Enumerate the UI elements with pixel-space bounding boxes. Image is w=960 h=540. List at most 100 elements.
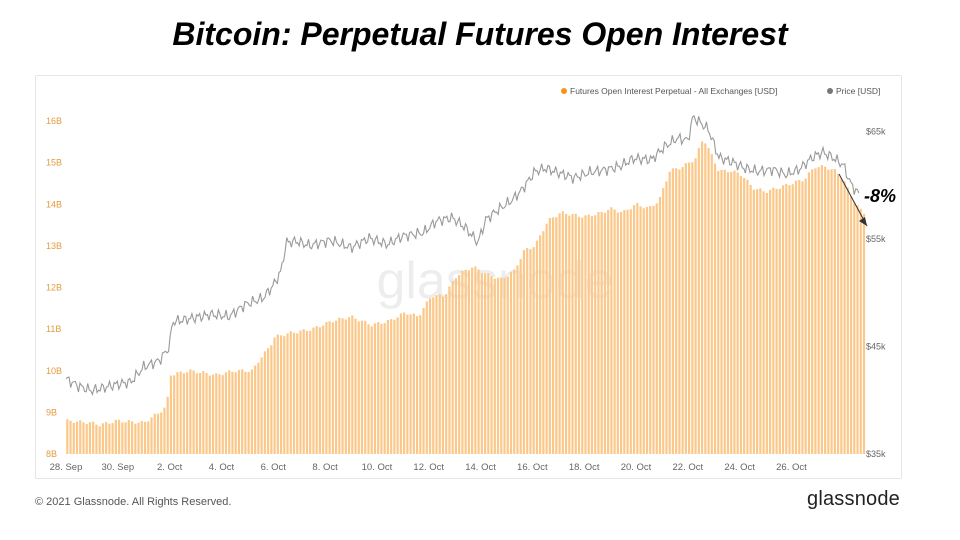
oi-bar (367, 324, 370, 454)
oi-bar (862, 213, 866, 454)
oi-bar (668, 171, 671, 454)
oi-bar (542, 231, 545, 454)
oi-bar (88, 422, 92, 454)
oi-bar (717, 170, 720, 454)
oi-bar (759, 188, 762, 454)
oi-bar (247, 371, 250, 454)
oi-bar (270, 345, 273, 454)
oi-bar (558, 213, 561, 454)
oi-bar (665, 181, 668, 454)
oi-bar (380, 323, 383, 454)
oi-bar (198, 372, 202, 454)
oi-bar (273, 337, 276, 454)
x-axis-tick-label: 26. Oct (776, 462, 807, 473)
oi-bar (386, 320, 390, 454)
x-axis-tick-label: 16. Oct (517, 462, 548, 473)
oi-bar (296, 333, 299, 454)
oi-bar (289, 331, 292, 454)
oi-bar (794, 180, 798, 454)
footer-brand-logo: glassnode (807, 488, 900, 510)
oi-bar (493, 278, 496, 454)
oi-bar (613, 209, 616, 454)
oi-bar (555, 217, 558, 454)
oi-bar (163, 407, 166, 454)
oi-bar (645, 206, 649, 454)
oi-bar (150, 417, 153, 454)
oi-bar (312, 327, 315, 454)
oi-bar (820, 165, 823, 454)
oi-bar (500, 277, 503, 454)
oi-bar (364, 320, 367, 454)
oi-bar (519, 259, 522, 454)
oi-bar (568, 215, 571, 454)
oi-bar (778, 188, 781, 454)
oi-bar (781, 185, 785, 454)
oi-bar (548, 218, 551, 454)
oi-bar (370, 326, 373, 454)
oi-bar (827, 169, 830, 454)
right-axis-tick-label: $65k (866, 127, 886, 137)
oi-bar (762, 191, 765, 454)
oi-bar (788, 185, 791, 454)
oi-bar (700, 141, 704, 454)
oi-bar (639, 206, 642, 454)
left-axis-tick-label: 8B (46, 449, 57, 459)
oi-bar (205, 373, 208, 454)
oi-bar (730, 171, 733, 454)
oi-bar (435, 295, 438, 454)
oi-bar (545, 223, 548, 454)
oi-bar (765, 192, 768, 454)
oi-bar (140, 420, 143, 454)
oi-bar (322, 325, 325, 454)
oi-bar (448, 286, 451, 454)
oi-bar (603, 212, 607, 454)
x-axis-tick-label: 10. Oct (362, 462, 393, 473)
price-line (65, 114, 860, 396)
oi-bar (160, 412, 163, 454)
oi-bar (496, 277, 500, 454)
oi-bar (503, 277, 506, 454)
oi-bar (461, 270, 464, 454)
oi-bar (331, 322, 334, 454)
oi-bar (432, 297, 435, 454)
oi-bar (124, 422, 127, 454)
oi-bar (186, 372, 189, 454)
annotation-label: -8% (864, 186, 896, 206)
oi-bar (768, 189, 772, 454)
oi-bar (529, 249, 532, 454)
oi-bar (707, 148, 710, 454)
page-title: Bitcoin: Perpetual Futures Open Interest (172, 16, 788, 52)
oi-bar (415, 316, 419, 454)
oi-bar (169, 375, 173, 454)
x-axis-tick-label: 24. Oct (724, 462, 755, 473)
oi-bar (292, 332, 296, 454)
oi-bar (360, 320, 364, 454)
x-axis-tick-label: 22. Oct (673, 462, 704, 473)
oi-bar (263, 351, 266, 454)
oi-bar (260, 357, 263, 454)
oi-bar (403, 312, 406, 454)
right-axis-tick-label: $35k (866, 449, 886, 459)
oi-bar (422, 308, 425, 454)
oi-bar (244, 371, 247, 454)
oi-bar (377, 322, 380, 454)
legend-oi-label: Futures Open Interest Perpetual - All Ex… (570, 86, 777, 96)
x-axis-tick-label: 14. Oct (465, 462, 496, 473)
oi-bar (607, 210, 610, 454)
oi-bar (409, 314, 412, 454)
oi-bar (383, 323, 386, 454)
oi-bar (354, 318, 357, 454)
oi-bar (237, 369, 241, 454)
oi-bar (571, 214, 574, 454)
oi-bar (82, 422, 85, 454)
x-axis-tick-label: 12. Oct (413, 462, 444, 473)
x-axis-tick-label: 6. Oct (261, 462, 287, 473)
oi-bar (390, 319, 393, 454)
oi-bar (412, 313, 415, 454)
oi-bar (620, 212, 623, 454)
oi-bar (218, 374, 221, 454)
oi-bar (127, 420, 130, 454)
oi-bar (347, 317, 351, 454)
legend-oi-marker (561, 88, 567, 94)
oi-bar (655, 203, 658, 454)
